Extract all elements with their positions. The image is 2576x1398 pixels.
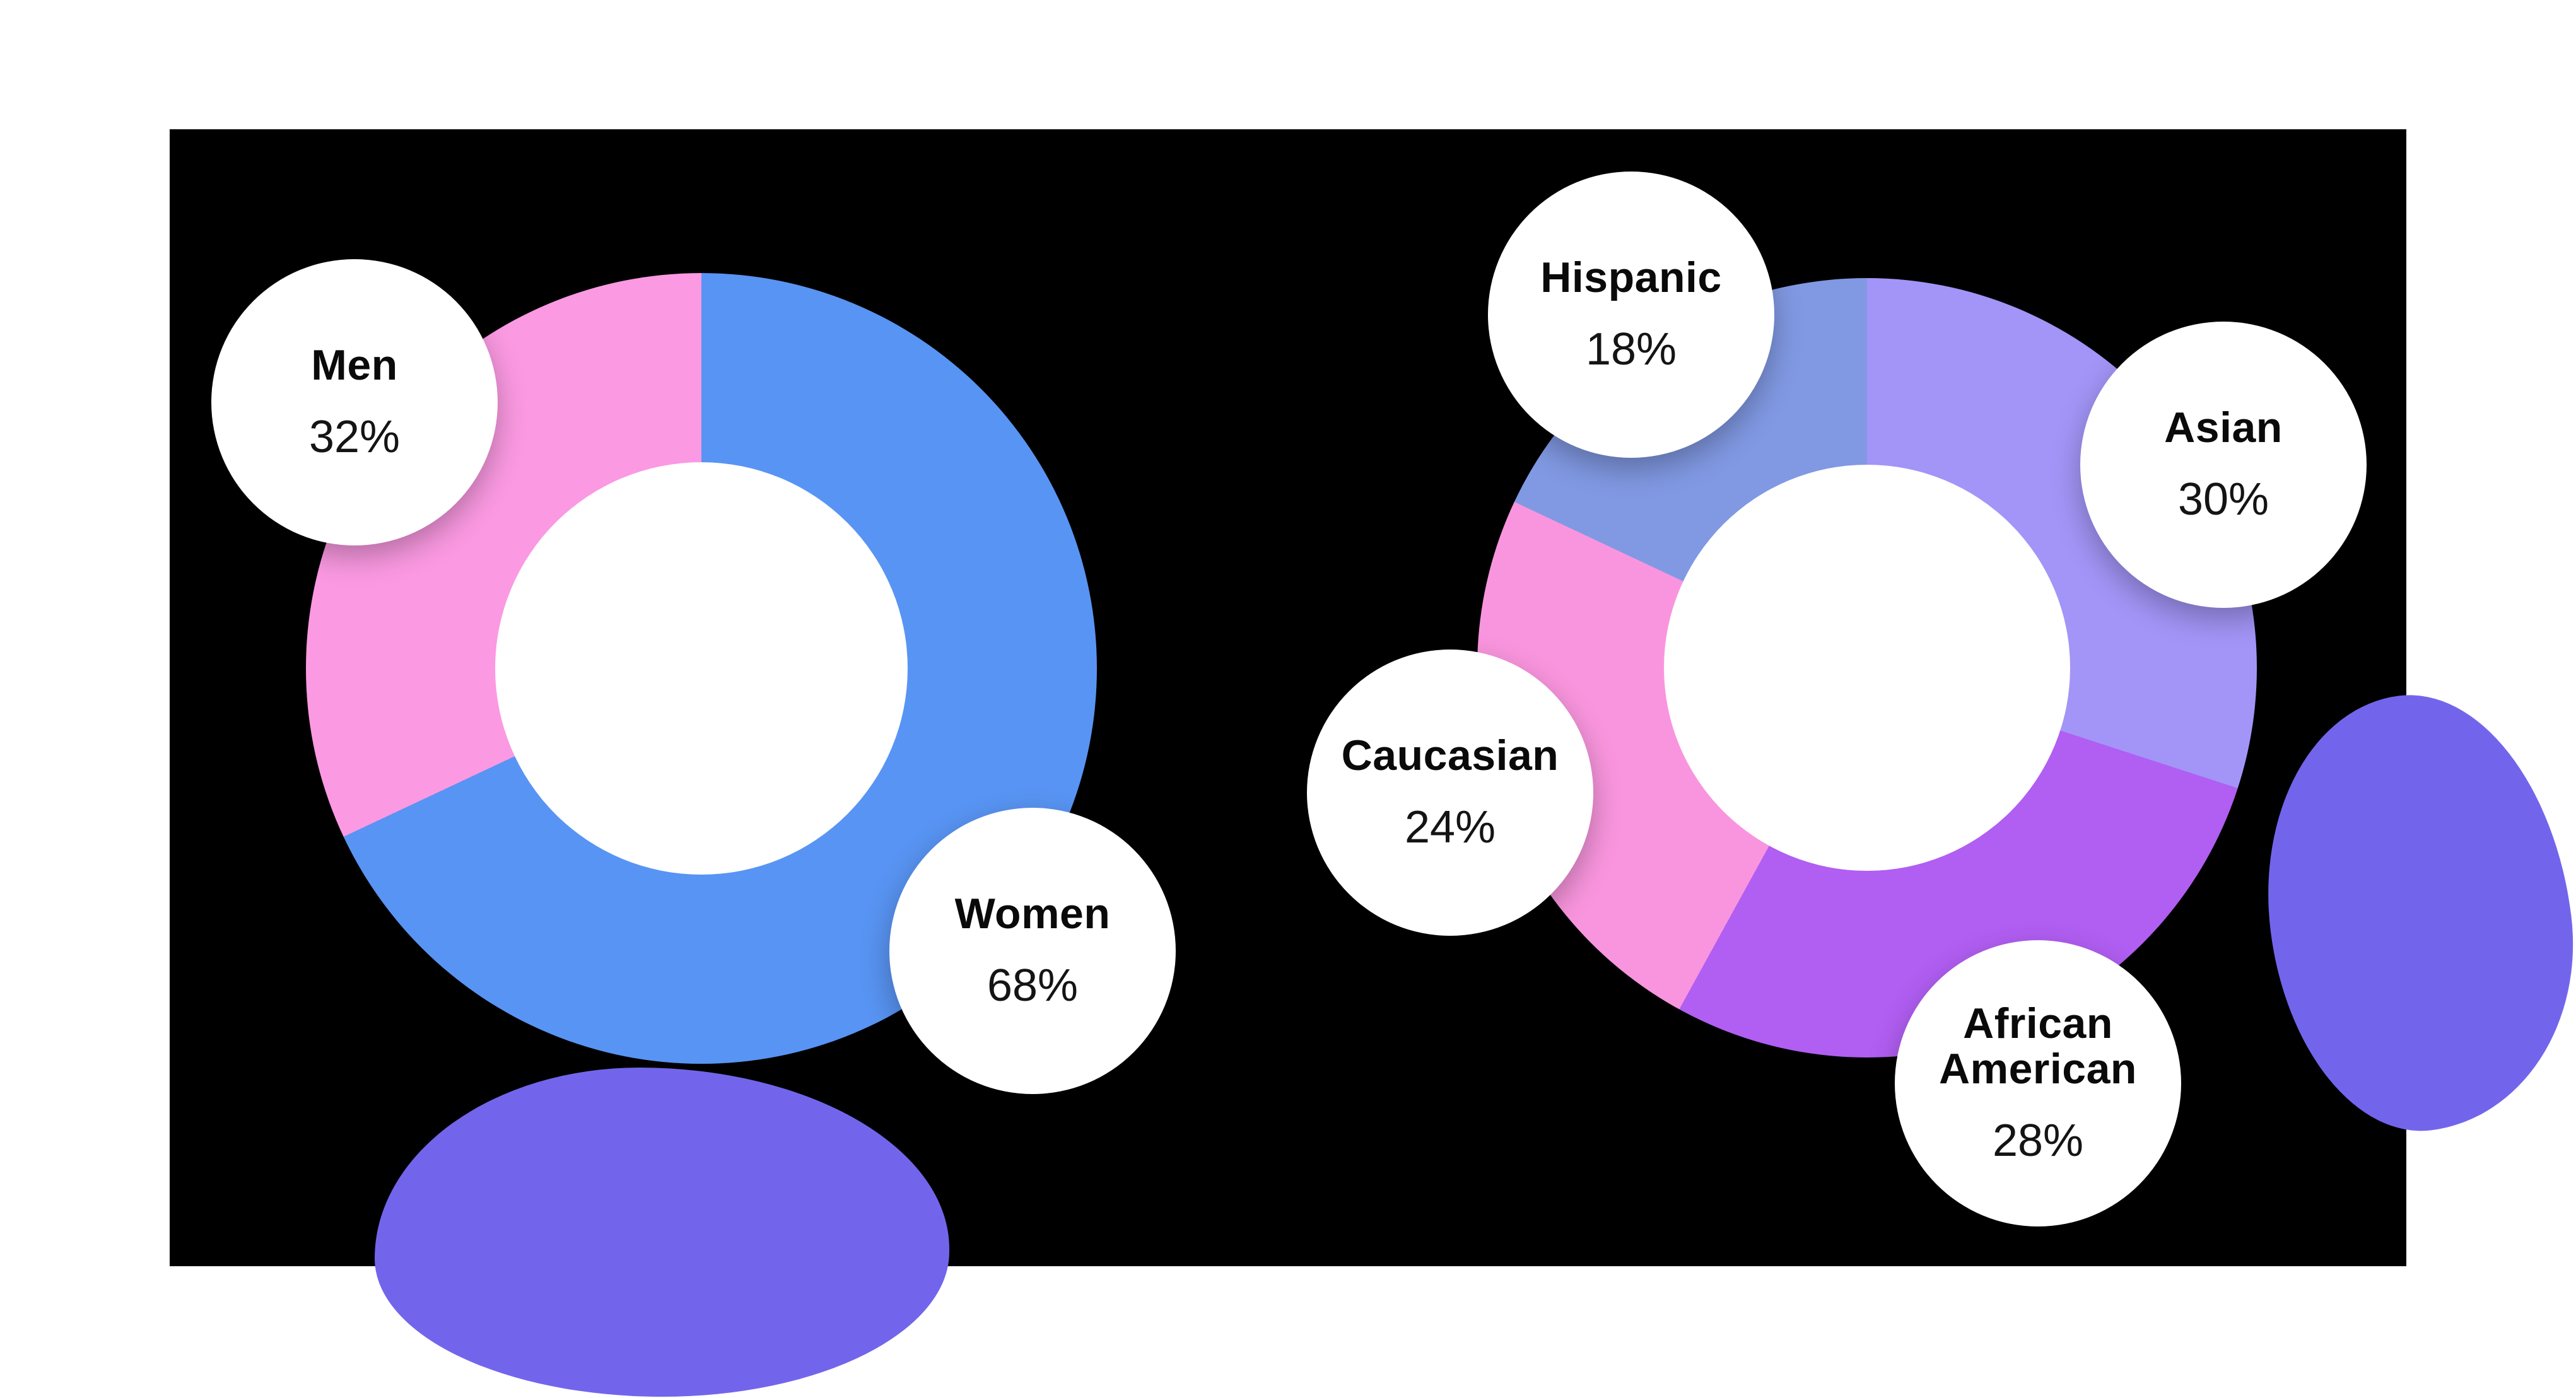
segment-percent: 24% [1404, 802, 1496, 853]
segment-label: Women [954, 890, 1111, 938]
label-bubble-women: Women 68% [889, 808, 1176, 1094]
gender-donut-hole [495, 462, 908, 875]
segment-label: Men [311, 341, 398, 389]
segment-percent: 30% [2177, 474, 2269, 525]
label-bubble-men: Men 32% [211, 259, 498, 545]
label-bubble-hispanic: Hispanic 18% [1488, 172, 1774, 458]
segment-percent: 68% [986, 960, 1079, 1011]
label-bubble-caucasian: Caucasian 24% [1307, 649, 1593, 936]
ethnicity-donut-hole [1664, 465, 2070, 871]
segment-label: Hispanic [1540, 253, 1722, 301]
segment-label: Asian [2164, 404, 2283, 451]
segment-label: African American [1939, 999, 2137, 1093]
segment-percent: 18% [1585, 324, 1677, 375]
decorative-blob-bottom-left [375, 1068, 949, 1397]
segment-label: Caucasian [1341, 731, 1559, 779]
label-bubble-asian: Asian 30% [2080, 322, 2367, 608]
segment-percent: 32% [308, 412, 401, 462]
label-bubble-african-american: African American 28% [1895, 940, 2181, 1226]
segment-percent: 28% [1992, 1115, 2084, 1166]
